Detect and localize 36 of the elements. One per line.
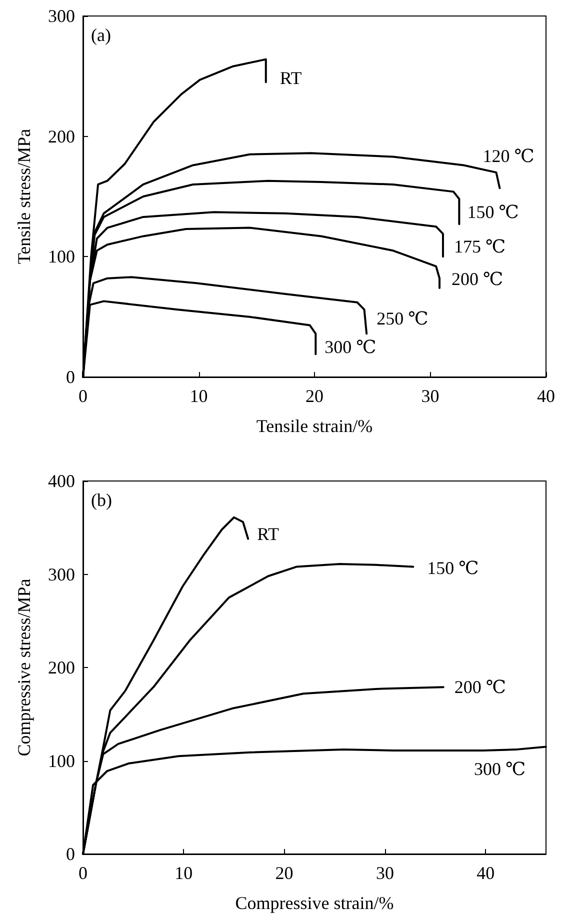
y-tick-label: 0 [66,367,75,387]
y-tick-label: 400 [48,471,75,491]
y-tick-label: 200 [48,126,75,146]
x-tick-label: 20 [306,386,324,406]
y-tick-label: 100 [48,246,75,267]
series-label: 150 ℃ [467,202,519,222]
x-tick-label: 30 [376,863,394,883]
series-label: RT [280,68,302,88]
series-label: 250 ℃ [376,308,428,329]
x-tick-label: 20 [275,863,294,883]
series-label: 200 ℃ [454,677,506,698]
series-label: 200 ℃ [452,268,504,289]
series-label: 175 ℃ [454,236,506,257]
x-tick-label: 0 [78,863,88,883]
series-label: 300 ℃ [324,337,376,358]
y-tick-label: 300 [48,6,75,26]
y-tick-label: 100 [48,750,75,771]
x-tick-label: 0 [78,386,88,406]
x-axis-title: Compressive strain/% [235,893,394,913]
y-tick-label: 200 [48,658,75,678]
y-axis-title: Tensile stress/MPa [14,128,34,264]
annotation: (b) [91,490,112,510]
x-tick-label: 30 [421,386,440,406]
series-label: 300 ℃ [474,758,526,779]
series-label: RT [257,524,279,544]
y-axis-title: Compressive stress/MPa [14,578,34,756]
y-tick-label: 300 [48,564,75,584]
series-label: 150 ℃ [427,558,479,578]
x-tick-label: 10 [174,863,193,883]
x-tick-label: 40 [537,386,555,406]
x-axis-title: Tensile strain/% [256,416,373,436]
x-tick-label: 40 [476,863,495,883]
y-tick-label: 0 [66,844,75,864]
x-tick-label: 10 [190,386,208,406]
series-label: 120 ℃ [482,146,534,166]
annotation: (a) [91,25,111,45]
